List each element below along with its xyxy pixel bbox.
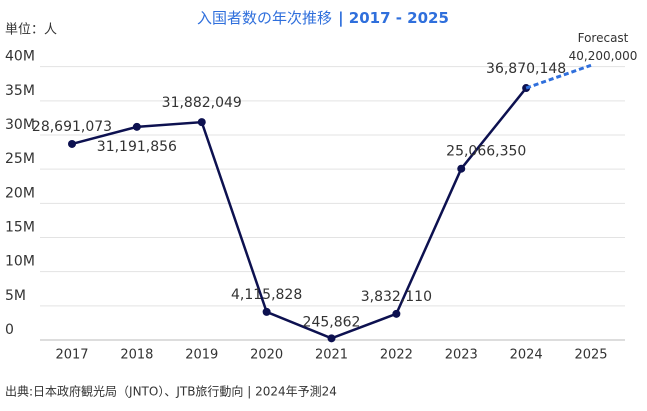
y-tick-label: 25M xyxy=(5,151,35,167)
y-tick-label: 5M xyxy=(5,288,26,304)
unit-label: 単位：人 xyxy=(5,22,57,38)
data-label: 3,832,110 xyxy=(361,289,432,305)
chart-title-group: 入国者数の年次推移 | 2017 - 2025 xyxy=(197,9,449,28)
data-label: 40,200,000 xyxy=(569,49,638,63)
data-point xyxy=(197,118,206,127)
x-tick-label: 2017 xyxy=(55,348,88,363)
data-point xyxy=(262,307,271,316)
data-label: 28,691,073 xyxy=(32,119,112,135)
data-label: 31,882,049 xyxy=(162,95,242,111)
data-label: 245,862 xyxy=(303,314,361,330)
data-point xyxy=(132,122,141,131)
data-point xyxy=(392,309,401,318)
data-point xyxy=(457,164,466,173)
y-tick-label: 35M xyxy=(5,83,35,99)
forecast-line xyxy=(525,63,592,90)
data-label: 31,191,856 xyxy=(97,139,177,155)
x-tick-label: 2021 xyxy=(315,348,348,363)
series-line xyxy=(71,87,528,340)
y-tick-label: 0 xyxy=(5,322,14,338)
x-tick-label: 2018 xyxy=(120,348,153,363)
data-label: 25,066,350 xyxy=(446,144,526,160)
y-tick-label: 20M xyxy=(5,185,35,201)
data-label: 36,870,148 xyxy=(486,61,566,77)
y-tick-label: 40M xyxy=(5,49,35,65)
source-note: 出典:日本政府観光局（JNTO）、JTB旅行動向 | 2024年予測24 xyxy=(5,384,337,399)
x-tick-label: 2022 xyxy=(380,348,413,363)
x-tick-label: 2020 xyxy=(250,348,283,363)
forecast-label: Forecast xyxy=(578,31,629,45)
x-tick-label: 2023 xyxy=(445,348,478,363)
chart-title-suffix: | 2017 - 2025 xyxy=(338,9,449,28)
x-tick-label: 2025 xyxy=(574,348,607,363)
x-tick-label: 2024 xyxy=(510,348,543,363)
data-point xyxy=(68,139,76,148)
y-tick-label: 15M xyxy=(5,220,35,236)
data-point xyxy=(327,334,336,343)
y-tick-label: 30M xyxy=(5,117,35,133)
data-label: 4,115,828 xyxy=(231,287,302,303)
y-tick-label: 10M xyxy=(5,254,35,270)
x-tick-label: 2019 xyxy=(185,348,218,363)
chart-title: 入国者数の年次推移 xyxy=(197,9,332,27)
